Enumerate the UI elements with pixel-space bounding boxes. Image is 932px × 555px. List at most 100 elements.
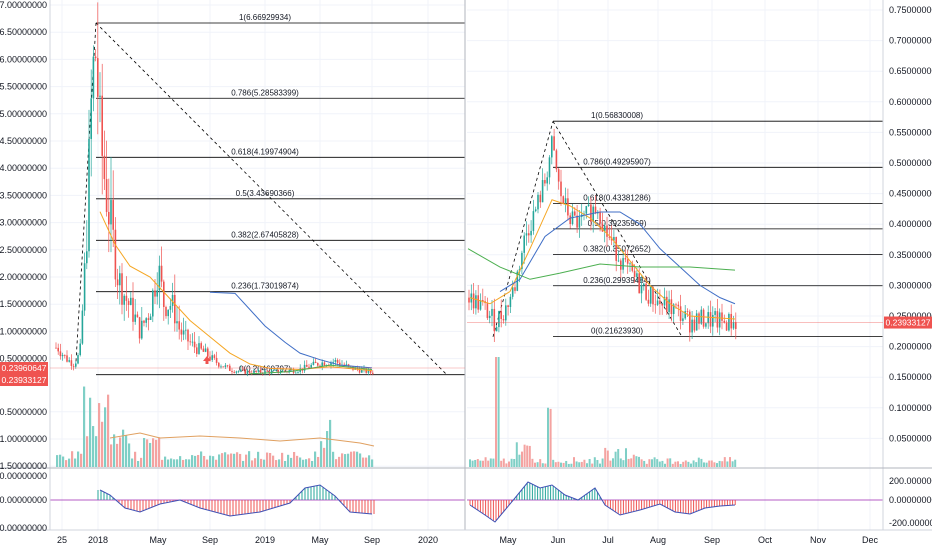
right-volume-bar bbox=[521, 451, 523, 467]
right-price-tag-bg bbox=[884, 316, 932, 329]
right-volume-bar bbox=[703, 462, 705, 467]
right-candle-body bbox=[666, 296, 668, 313]
left-volume-bar bbox=[272, 455, 275, 467]
right-candle-body bbox=[544, 180, 546, 184]
right-ma-green bbox=[467, 248, 736, 280]
left-candle-body bbox=[310, 364, 312, 368]
right-volume-bar bbox=[489, 458, 492, 467]
left-candle-body bbox=[72, 365, 75, 367]
right-volume-bar bbox=[505, 463, 508, 467]
left-volume-bar bbox=[185, 459, 188, 467]
left-volume-bar bbox=[230, 453, 233, 467]
left-candle-body bbox=[259, 370, 262, 373]
right-volume-bar bbox=[479, 460, 482, 467]
right-candle-body bbox=[608, 236, 611, 238]
left-volume-bar bbox=[212, 456, 215, 467]
right-candle-body bbox=[564, 198, 567, 204]
right-candle-body bbox=[498, 311, 500, 328]
left-y-tick: -1.00000000 bbox=[0, 434, 47, 444]
left-candle-body bbox=[136, 314, 139, 318]
left-volume-bar bbox=[137, 460, 140, 467]
left-y-tick: 3.00000000 bbox=[0, 218, 47, 228]
left-ma-blue bbox=[209, 291, 373, 369]
left-volume-bar bbox=[62, 456, 65, 467]
left-volume-bar bbox=[344, 454, 347, 467]
left-osc-tick: -200.00000000 bbox=[0, 523, 47, 533]
right-candle-body bbox=[691, 319, 693, 333]
right-volume-bar bbox=[614, 451, 617, 467]
right-candle-body bbox=[702, 309, 705, 327]
left-y-tick: 1.50000000 bbox=[0, 299, 47, 309]
left-volume-bar bbox=[98, 403, 101, 467]
left-candle-body bbox=[83, 263, 86, 311]
right-candle-body bbox=[523, 235, 525, 253]
right-volume-bar bbox=[565, 460, 568, 467]
right-volume-bar bbox=[716, 463, 718, 467]
right-candle-body bbox=[677, 304, 680, 307]
left-volume-bar bbox=[284, 460, 287, 467]
left-candle-body bbox=[231, 370, 233, 372]
right-candle-body bbox=[705, 323, 707, 327]
right-candle-body bbox=[714, 311, 716, 315]
left-candle-body bbox=[123, 295, 125, 305]
left-volume-bar bbox=[353, 451, 356, 467]
left-candle-body bbox=[266, 370, 268, 372]
right-candle-body bbox=[477, 295, 479, 310]
right-y-tick: 0.45000000 bbox=[889, 189, 932, 199]
left-candle-body bbox=[226, 365, 229, 367]
left-volume-bar bbox=[149, 442, 152, 467]
right-candle-body bbox=[505, 305, 507, 321]
right-volume-bar bbox=[606, 450, 609, 467]
left-x-tick: May bbox=[149, 535, 167, 545]
right-volume-bar bbox=[705, 462, 708, 467]
right-candle-body bbox=[502, 318, 505, 321]
left-volume-bar bbox=[182, 459, 185, 467]
right-candle-body bbox=[534, 209, 537, 212]
right-candle-body bbox=[539, 194, 542, 203]
right-volume-bar bbox=[679, 463, 682, 467]
left-volume-bar bbox=[71, 451, 74, 467]
left-volume-bar bbox=[179, 456, 182, 467]
right-candle-body bbox=[689, 311, 691, 333]
right-y-tick: 0.05000000 bbox=[889, 433, 932, 443]
left-candle-body bbox=[242, 369, 244, 371]
right-volume-bar bbox=[599, 463, 601, 467]
left-volume-bar bbox=[158, 437, 161, 467]
left-candle-body bbox=[198, 343, 200, 354]
right-candle-body bbox=[684, 311, 686, 319]
left-candle-body bbox=[163, 281, 165, 308]
gridlines bbox=[50, 0, 883, 530]
right-candle-body bbox=[587, 204, 590, 207]
left-candle-body bbox=[61, 354, 64, 357]
right-volume-bar bbox=[609, 460, 612, 467]
right-volume-bar bbox=[625, 448, 627, 467]
right-volume-bar bbox=[695, 462, 698, 467]
left-candle-body bbox=[317, 363, 319, 366]
left-y-tick: 5.00000000 bbox=[0, 109, 47, 119]
right-volume-bar bbox=[729, 457, 731, 467]
right-fib-label: 0(0.21623930) bbox=[591, 327, 643, 336]
left-candle-body bbox=[279, 372, 282, 374]
right-y-tick: 0.15000000 bbox=[889, 372, 932, 382]
left-volume-bar bbox=[323, 447, 326, 467]
right-volume-bar bbox=[562, 462, 565, 467]
right-volume-bar bbox=[643, 460, 646, 467]
right-candle-body bbox=[532, 211, 535, 231]
left-volume-bar bbox=[263, 459, 266, 467]
left-volume-bar bbox=[266, 452, 269, 467]
left-candle-body bbox=[169, 305, 172, 310]
right-x-tick: Jun bbox=[551, 535, 566, 545]
right-candle-body bbox=[537, 194, 539, 210]
left-volume-bar bbox=[290, 457, 293, 467]
right-fib-label: 0.786(0.49295907) bbox=[583, 157, 651, 166]
left-volume-bar bbox=[242, 460, 245, 467]
right-volume-bar bbox=[718, 460, 721, 467]
right-candle-body bbox=[488, 315, 491, 319]
left-candle-body bbox=[149, 316, 152, 320]
right-trend-dash bbox=[492, 121, 554, 337]
right-candle-body bbox=[615, 236, 617, 261]
left-volume-bar bbox=[332, 451, 335, 467]
right-volume-bar bbox=[619, 458, 622, 467]
right-y-tick: 0.35000000 bbox=[889, 250, 932, 260]
